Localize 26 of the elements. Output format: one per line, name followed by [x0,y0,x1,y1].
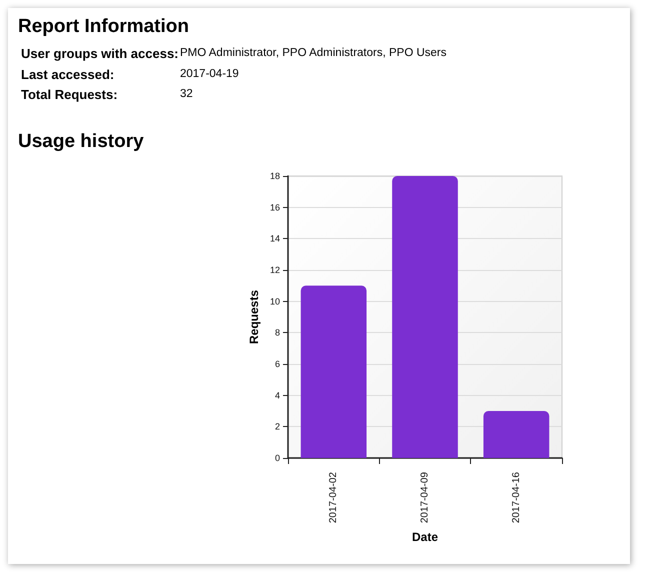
text: PMO Administrator, PPO Administrators, PPO Users [180,47,446,59]
y-tick-label: 12 [270,265,280,275]
y-axis-title: Requests [247,290,261,344]
text: Report Information [18,16,189,38]
y-tick-label: 14 [270,234,280,244]
text: Usage history [18,131,144,153]
text: Last accessed: [21,66,114,82]
y-tick-label: 8 [274,328,280,338]
text: User groups with access: [21,46,178,61]
bar [483,411,550,458]
y-tick-label: 16 [270,202,280,212]
y-tick-label: 0 [274,453,280,463]
text: 32 [180,88,193,100]
text: 2017-04-19 [180,68,239,80]
y-tick-label: 10 [270,296,280,306]
bar [392,176,458,458]
y-tick-label: 2 [274,422,280,432]
x-tick-label: 2017-04-02 [328,472,340,524]
y-tick-label: 18 [270,171,280,181]
y-tick-label: 4 [274,390,280,400]
y-tick-label: 6 [274,359,280,369]
text: Total Requests: [21,87,118,102]
bar [300,286,367,458]
x-axis-title: Date [412,530,438,544]
x-tick-label: 2017-04-16 [510,472,522,524]
x-tick-label: 2017-04-09 [420,472,430,524]
